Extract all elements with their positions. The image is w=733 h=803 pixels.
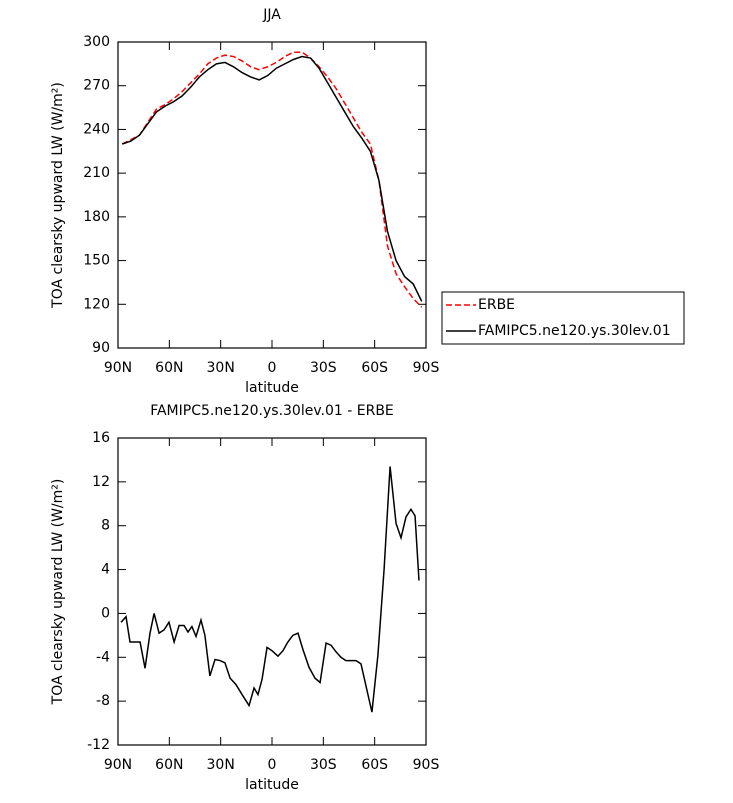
x-tick-label: 30N [207,360,235,376]
x-tick-label: 30S [310,757,337,773]
x-tick-label: 30S [310,360,337,376]
y-tick-label: 90 [92,340,110,356]
y-tick-label: 180 [83,209,110,225]
x-tick-label: 60S [361,360,388,376]
plot-frame [117,41,427,349]
y-tick-label: 240 [83,121,110,137]
x-axis-label: latitude [245,380,299,396]
y-tick-label: 300 [83,34,110,50]
legend-label: ERBE [478,297,515,313]
x-tick-label: 60N [155,360,183,376]
y-tick-label: 4 [101,562,110,578]
y-axis-label: TOA clearsky upward LW (W/m²) [50,82,66,309]
chart-title: JJA [262,7,281,23]
data-line [122,55,423,302]
x-tick-label: 0 [268,360,277,376]
x-tick-label: 30N [207,757,235,773]
legend-label: FAMIPC5.ne120.ys.30lev.01 [478,323,671,339]
x-tick-label: 90S [413,360,440,376]
y-tick-label: 270 [83,78,110,94]
x-axis-label: latitude [245,777,299,793]
x-tick-label: 60S [361,757,388,773]
x-tick-label: 90N [104,757,132,773]
data-line [120,466,420,713]
y-tick-label: 210 [83,165,110,181]
x-tick-label: 90N [104,360,132,376]
data-line [121,51,423,308]
chart-title: FAMIPC5.ne120.ys.30lev.01 - ERBE [150,403,394,419]
legend-box [441,291,685,345]
y-tick-label: 12 [92,474,110,490]
y-tick-label: -4 [96,649,110,665]
x-tick-label: 0 [268,757,277,773]
y-tick-label: 16 [92,430,110,446]
plot-frame [117,437,427,746]
y-tick-label: 120 [83,296,110,312]
y-tick-label: 0 [101,605,110,621]
y-tick-label: 150 [83,253,110,269]
y-tick-label: -8 [96,693,110,709]
x-tick-label: 60N [155,757,183,773]
x-tick-label: 90S [413,757,440,773]
y-tick-label: -12 [87,737,110,753]
y-tick-label: 8 [101,518,110,534]
y-axis-label: TOA clearsky upward LW (W/m²) [50,479,66,706]
